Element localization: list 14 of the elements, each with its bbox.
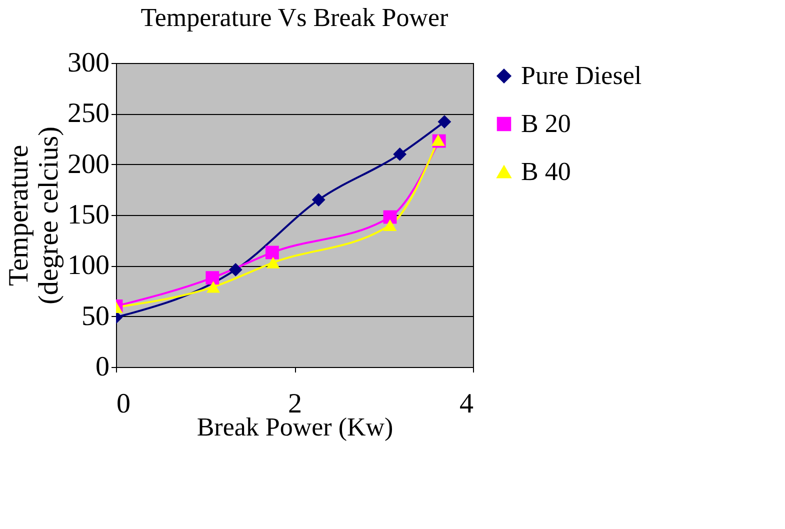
y-tick-label: 0 xyxy=(96,352,110,382)
legend-label: B 40 xyxy=(521,157,571,186)
y-tick-label: 250 xyxy=(68,98,110,130)
y-tick-label: 200 xyxy=(68,148,110,180)
x-tick-label: 0 xyxy=(116,388,130,420)
y-tick-label: 100 xyxy=(68,250,110,282)
y-tick-label: 300 xyxy=(68,48,110,78)
x-tick-label: 4 xyxy=(460,388,474,420)
legend-label: Pure Diesel xyxy=(521,61,642,90)
y-axis-title: Temperature (degree celcius) xyxy=(4,126,64,304)
legend-label: B 20 xyxy=(521,109,571,138)
chart-title: Temperature Vs Break Power xyxy=(140,3,449,32)
y-tick-label: 50 xyxy=(82,300,110,332)
y-tick-label: 150 xyxy=(68,200,110,230)
